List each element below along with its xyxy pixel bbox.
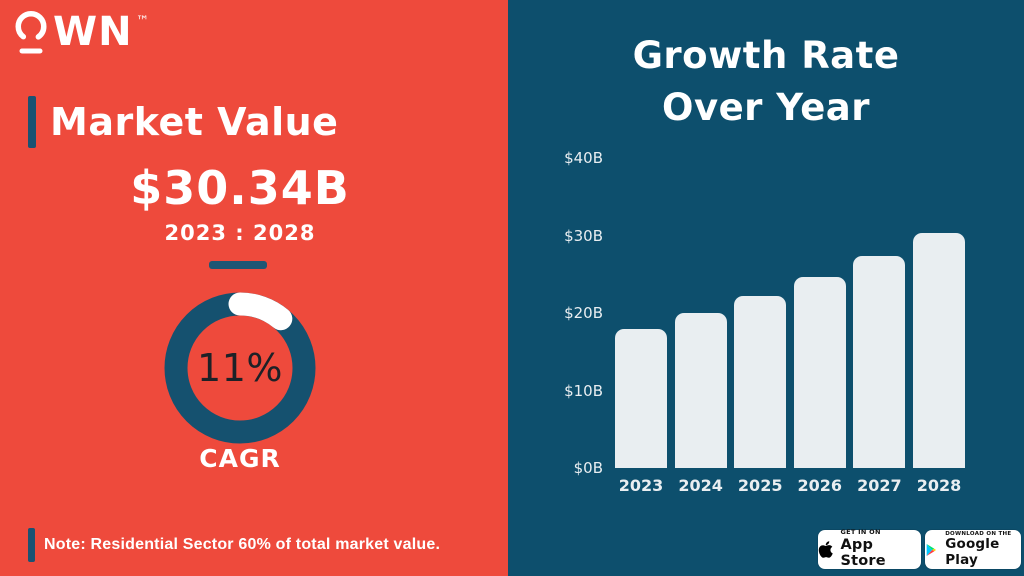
donut-progress-arc bbox=[164, 292, 316, 444]
chart-title-line2: Over Year bbox=[662, 86, 870, 129]
y-axis-tick-label: $40B bbox=[564, 149, 603, 167]
market-value-title: Market Value bbox=[50, 100, 339, 144]
x-axis-category-label: 2028 bbox=[916, 476, 962, 495]
x-axis-category-label: 2026 bbox=[797, 476, 843, 495]
footnote-text: Note: Residential Sector 60% of total ma… bbox=[44, 536, 441, 553]
y-axis-tick-label: $20B bbox=[564, 304, 603, 322]
app-store-badge[interactable]: GET IN ON App Store bbox=[818, 528, 921, 570]
note-accent-bar bbox=[28, 528, 35, 562]
forecast-range: 2023 : 2028 bbox=[164, 221, 316, 245]
google-play-name: Google Play bbox=[945, 536, 1000, 568]
cagr-percent-label: 11% bbox=[197, 346, 283, 390]
google-play-icon bbox=[926, 543, 936, 556]
chart-title: Growth Rate Over Year bbox=[508, 30, 1024, 134]
footnote-row: Note: Residential Sector 60% of total ma… bbox=[28, 528, 440, 562]
bar-2024 bbox=[674, 313, 727, 468]
cagr-caption: CAGR bbox=[199, 444, 281, 473]
bar-2025 bbox=[734, 295, 787, 468]
brand-logo: WN ™ bbox=[14, 8, 174, 58]
cagr-donut-chart: 11% bbox=[158, 286, 322, 450]
donut-svg bbox=[164, 292, 316, 444]
bar-2027 bbox=[853, 256, 906, 468]
heading-accent-bar bbox=[28, 96, 36, 148]
app-store-name: App Store bbox=[840, 536, 886, 570]
x-axis-category-label: 2023 bbox=[618, 476, 664, 495]
logo-text: WN bbox=[53, 9, 133, 55]
x-axis-category-label: 2025 bbox=[737, 476, 783, 495]
bar-2026 bbox=[793, 277, 846, 468]
market-value-amount: $30.34B bbox=[130, 161, 350, 215]
y-axis-tick-label: $0B bbox=[573, 459, 603, 477]
x-axis-category-label: 2024 bbox=[678, 476, 723, 495]
google-play-tagline: DOWNLOAD ON THE bbox=[945, 530, 1012, 537]
app-store-badge-text: GET IN ON App Store bbox=[840, 528, 921, 570]
bar-2023 bbox=[615, 328, 667, 468]
bar-2028 bbox=[913, 232, 965, 468]
section-divider bbox=[209, 261, 267, 269]
apple-icon bbox=[818, 541, 833, 558]
google-play-badge[interactable]: DOWNLOAD ON THE Google Play bbox=[925, 530, 1021, 569]
market-value-heading-row: Market Value bbox=[28, 96, 338, 148]
y-axis-tick-label: $10B bbox=[564, 381, 603, 400]
bar-chart: $0B $10B $20B $30B $40B 2023 2024 2025 2026 2027 2… bbox=[552, 149, 992, 510]
x-axis-category-label: 2027 bbox=[857, 476, 902, 495]
y-axis-tick-label: $30B bbox=[564, 226, 603, 245]
app-store-tagline: GET IN ON bbox=[840, 528, 881, 537]
logo-o-icon bbox=[15, 11, 47, 54]
growth-rate-panel: Growth Rate Over Year $0B $10B $20B $30B $40… bbox=[508, 0, 1024, 576]
chart-title-line1: Growth Rate bbox=[632, 34, 900, 77]
google-play-badge-text: DOWNLOAD ON THE Google Play bbox=[945, 531, 1021, 568]
market-value-panel: WN ™ Market Value $30.34B 2023 : 2028 11… bbox=[0, 0, 508, 576]
logo-trademark: ™ bbox=[136, 14, 149, 29]
